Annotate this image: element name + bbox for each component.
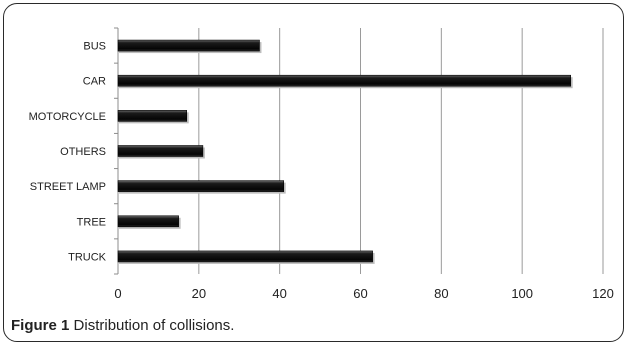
figure-caption: Figure 1 Distribution of collisions.	[11, 317, 234, 334]
x-tick-label: 80	[434, 286, 448, 301]
bar-tree	[117, 215, 181, 229]
grid-lines	[114, 27, 604, 275]
x-tick-label: 120	[592, 286, 614, 301]
bar-rect	[117, 145, 204, 157]
bar-car	[117, 74, 573, 89]
bar-rect	[117, 110, 188, 122]
x-tick-label: 60	[353, 286, 367, 301]
category-label: STREET LAMP	[30, 181, 106, 193]
bar-rect	[117, 74, 571, 87]
x-tick-label: 0	[114, 286, 121, 301]
category-label: TREE	[77, 216, 106, 228]
x-tick-label: 100	[511, 286, 533, 301]
category-labels: BUS CAR MOTORCYCLE OTHERS STREET LAMP TREE TRU…	[29, 41, 107, 264]
bar-rect	[117, 215, 179, 228]
bar-rect	[117, 180, 285, 192]
category-label: BUS	[83, 41, 106, 53]
category-label: OTHERS	[60, 146, 106, 158]
bars	[117, 39, 573, 264]
caption-label: Figure 1	[11, 317, 70, 334]
bar-bus	[117, 39, 262, 54]
bar-rect	[117, 250, 373, 263]
category-label: TRUCK	[68, 251, 107, 263]
bar-truck	[117, 250, 375, 264]
category-label: CAR	[83, 76, 106, 88]
x-tick-labels: 0 20 40 60 80 100 120	[114, 286, 613, 301]
bar-others	[117, 145, 205, 159]
bar-motorcycle	[117, 110, 189, 124]
figure-frame	[3, 3, 624, 342]
category-label: MOTORCYCLE	[29, 111, 106, 123]
caption-text: Distribution of collisions.	[73, 317, 235, 334]
bar-street-lamp	[117, 180, 286, 194]
x-tick-label: 40	[272, 286, 286, 301]
x-tick-label: 20	[192, 286, 206, 301]
bar-rect	[117, 39, 260, 52]
